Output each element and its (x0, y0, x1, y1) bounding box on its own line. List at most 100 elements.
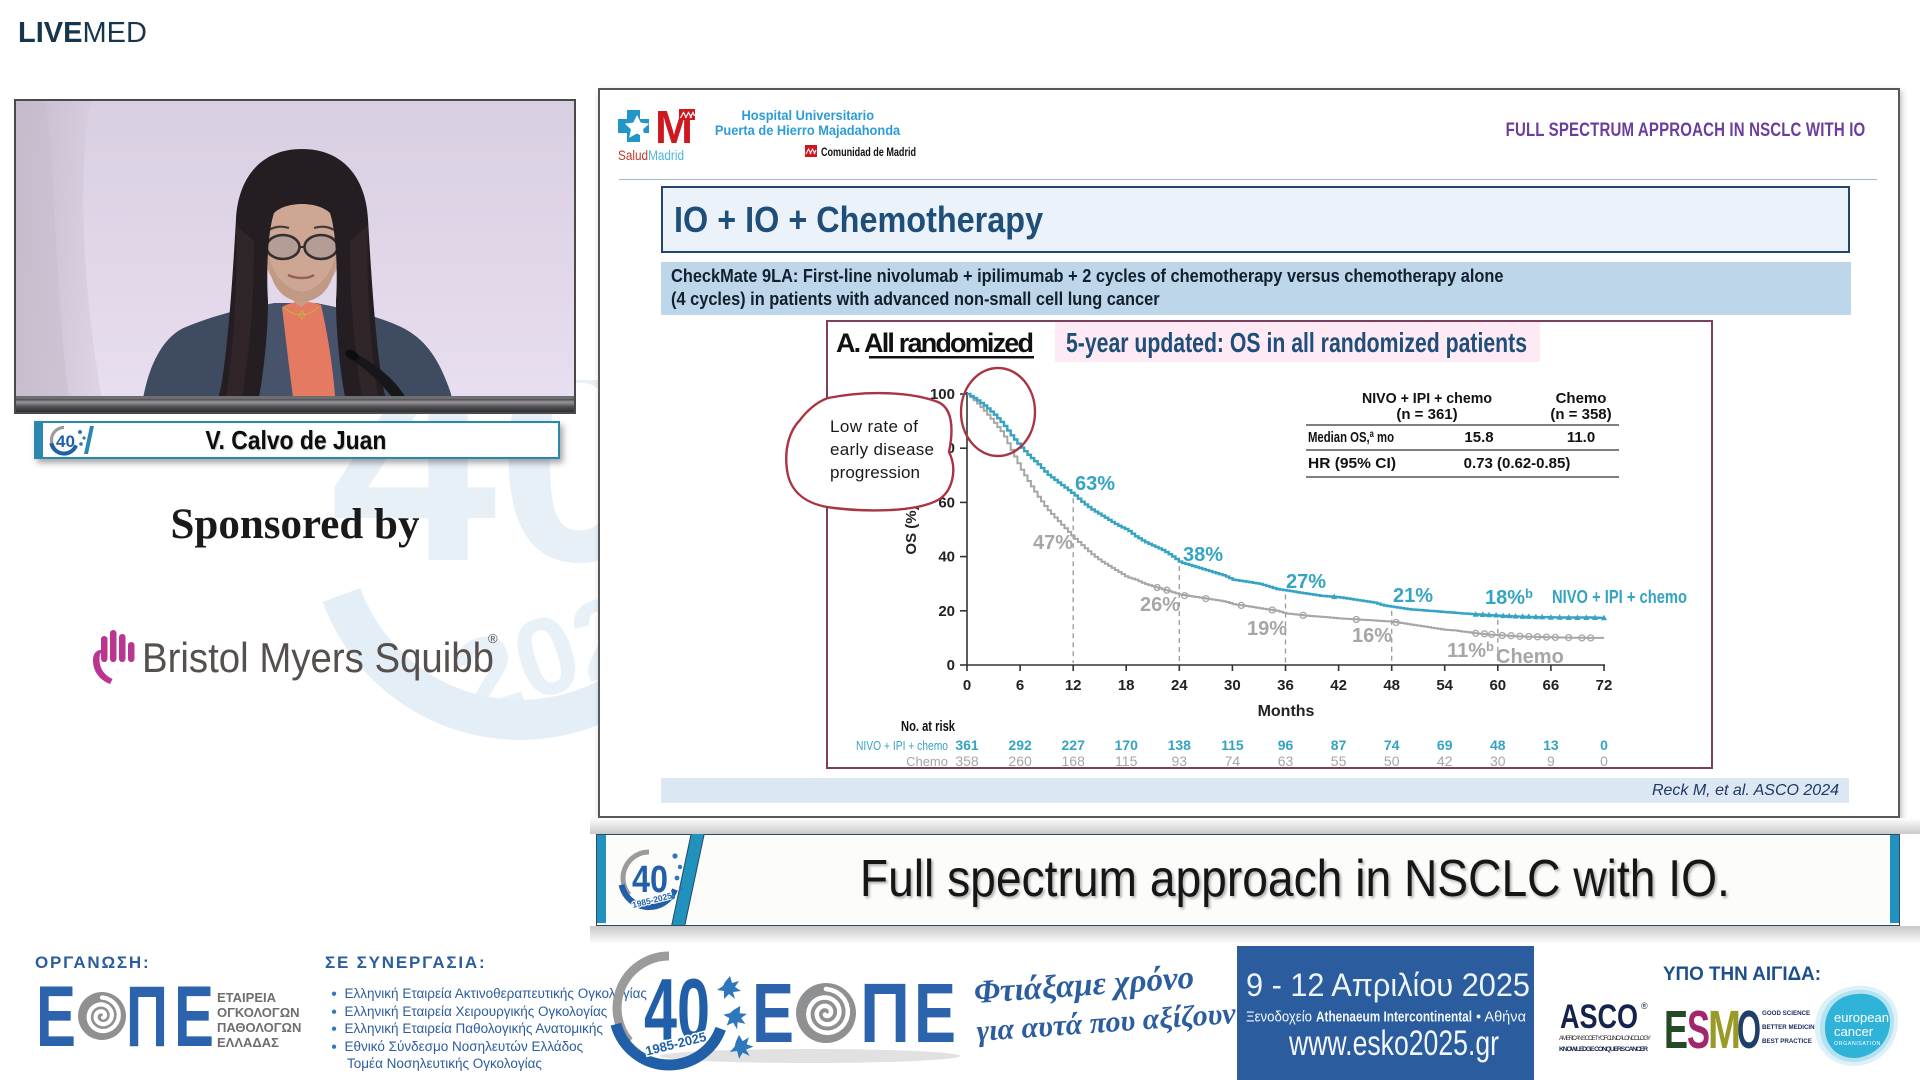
svg-text:63: 63 (1278, 753, 1294, 769)
svg-text:48: 48 (1383, 677, 1400, 694)
svg-text:(n = 361): (n = 361) (1396, 406, 1457, 423)
svg-text:european: european (1834, 1010, 1889, 1025)
svg-text:40: 40 (632, 859, 668, 901)
svg-text:40: 40 (938, 549, 955, 566)
svg-text:55: 55 (1331, 753, 1347, 769)
svg-text:115: 115 (1221, 737, 1244, 753)
svg-text:15.8: 15.8 (1464, 429, 1493, 446)
svg-text:20: 20 (938, 603, 955, 620)
svg-text:9: 9 (1547, 753, 1555, 769)
svg-text:16%: 16% (1352, 625, 1392, 647)
svg-text:11.0: 11.0 (1567, 429, 1595, 446)
svg-text:66: 66 (1543, 677, 1560, 694)
svg-text:60: 60 (938, 494, 955, 511)
svg-text:115: 115 (1115, 753, 1138, 769)
svg-text:292: 292 (1008, 737, 1032, 753)
svg-text:Ε: Ε (752, 966, 794, 1060)
svg-text:19%: 19% (1247, 618, 1287, 640)
svg-text:ORGANISATION: ORGANISATION (1834, 1041, 1881, 1047)
svg-text:18%b: 18%b (1485, 586, 1533, 609)
svg-text:(n = 358): (n = 358) (1550, 406, 1611, 423)
svg-text:358: 358 (955, 753, 979, 769)
svg-text:Π: Π (126, 980, 168, 1055)
svg-text:OS (%): OS (%) (903, 505, 920, 554)
svg-text:BETTER MEDICINE: BETTER MEDICINE (1762, 1024, 1819, 1031)
svg-text:• Αθήνα: • Αθήνα (1476, 1010, 1526, 1026)
svg-text:50: 50 (1384, 753, 1400, 769)
svg-text:Comunidad de Madrid: Comunidad de Madrid (821, 145, 916, 159)
svg-text:®: ® (1641, 1001, 1648, 1011)
svg-text:168: 168 (1062, 753, 1086, 769)
svg-text:361: 361 (955, 737, 979, 753)
svg-text:A. All randomized: A. All randomized (836, 328, 1034, 358)
svg-text:O: O (1737, 1000, 1761, 1058)
svg-text:18: 18 (1118, 677, 1135, 694)
svg-text:NIVO + IPI + chemo: NIVO + IPI + chemo (856, 738, 948, 753)
svg-text:72: 72 (1596, 677, 1613, 694)
svg-text:progression: progression (830, 463, 920, 482)
svg-text:®: ® (488, 631, 498, 646)
svg-text:38%: 38% (1183, 544, 1223, 566)
svg-text:63%: 63% (1075, 473, 1115, 495)
svg-text:Low rate of: Low rate of (830, 417, 918, 436)
svg-text:www.esko2025.gr: www.esko2025.gr (1288, 1024, 1499, 1063)
svg-text:HR (95% CI): HR (95% CI) (1308, 455, 1396, 472)
svg-text:Athenaeum Intercontinental: Athenaeum Intercontinental (1316, 1010, 1472, 1026)
svg-text:ΕΤΑΙΡΕΙΑ: ΕΤΑΙΡΕΙΑ (217, 990, 277, 1005)
svg-text:87: 87 (1331, 737, 1347, 753)
svg-text:11%b: 11%b (1447, 639, 1494, 662)
svg-text:100: 100 (930, 386, 955, 403)
svg-text:40: 40 (644, 960, 710, 1059)
svg-text:0: 0 (963, 677, 971, 694)
svg-text:30: 30 (1224, 677, 1241, 694)
svg-text:260: 260 (1008, 753, 1032, 769)
svg-text:Ε: Ε (914, 966, 956, 1060)
svg-text:0: 0 (1600, 737, 1608, 753)
svg-text:12: 12 (1065, 677, 1082, 694)
svg-text:Chemo: Chemo (906, 754, 948, 769)
svg-text:NIVO + IPI + chemo: NIVO + IPI + chemo (1552, 587, 1687, 607)
svg-text:6: 6 (1016, 677, 1024, 694)
svg-text:Chemo: Chemo (1496, 646, 1564, 668)
svg-text:42: 42 (1330, 677, 1347, 694)
svg-text:69: 69 (1437, 737, 1453, 753)
svg-text:42: 42 (1437, 753, 1453, 769)
svg-text:Chemo: Chemo (1556, 390, 1607, 407)
svg-text:227: 227 (1062, 737, 1086, 753)
svg-text:NIVO + IPI + chemo: NIVO + IPI + chemo (1362, 390, 1492, 407)
svg-text:21%: 21% (1393, 585, 1433, 607)
svg-text:ASCO: ASCO (1560, 998, 1638, 1036)
svg-text:Bristol Myers Squibb: Bristol Myers Squibb (142, 634, 494, 681)
svg-text:36: 36 (1277, 677, 1294, 694)
svg-text:No. at risk: No. at risk (901, 719, 956, 735)
svg-text:Median OS,a mo: Median OS,a mo (1308, 429, 1394, 446)
svg-text:40: 40 (56, 432, 75, 451)
svg-text:27%: 27% (1286, 571, 1326, 593)
svg-text:5-year updated: OS in all rand: 5-year updated: OS in all randomized pat… (1066, 327, 1527, 358)
svg-text:74: 74 (1384, 737, 1400, 753)
svg-text:54: 54 (1436, 677, 1453, 694)
svg-text:Months: Months (1258, 703, 1315, 720)
svg-text:ΕΛΛΑΔΑΣ: ΕΛΛΑΔΑΣ (217, 1035, 279, 1050)
svg-text:13: 13 (1543, 737, 1559, 753)
svg-text:Π: Π (860, 966, 910, 1060)
svg-text:S: S (1687, 1000, 1710, 1058)
svg-text:AMERICAN SOCIETY OF CLINICAL O: AMERICAN SOCIETY OF CLINICAL ONCOLOGY (1559, 1035, 1651, 1042)
svg-text:E: E (1664, 1000, 1688, 1058)
svg-text:0: 0 (947, 657, 955, 674)
svg-text:cancer: cancer (1834, 1024, 1874, 1039)
svg-text:96: 96 (1278, 737, 1294, 753)
svg-text:48: 48 (1490, 737, 1506, 753)
svg-text:74: 74 (1225, 753, 1241, 769)
svg-text:ΠΑΘΟΛΟΓΩΝ: ΠΑΘΟΛΟΓΩΝ (217, 1020, 301, 1035)
svg-text:0: 0 (1600, 753, 1608, 769)
svg-text:Ε: Ε (174, 980, 214, 1055)
svg-text:0.73 (0.62-0.85): 0.73 (0.62-0.85) (1464, 455, 1571, 472)
svg-text:24: 24 (1171, 677, 1188, 694)
svg-text:ΟΓΚΟΛΟΓΩΝ: ΟΓΚΟΛΟΓΩΝ (217, 1005, 300, 1020)
svg-text:ΥΠΟ ΤΗΝ ΑΙΓΙΔΑ:: ΥΠΟ ΤΗΝ ΑΙΓΙΔΑ: (1663, 964, 1821, 985)
svg-text:60: 60 (1489, 677, 1506, 694)
svg-text:early disease: early disease (830, 440, 934, 459)
svg-text:170: 170 (1115, 737, 1139, 753)
svg-text:BEST PRACTICE: BEST PRACTICE (1762, 1038, 1812, 1045)
